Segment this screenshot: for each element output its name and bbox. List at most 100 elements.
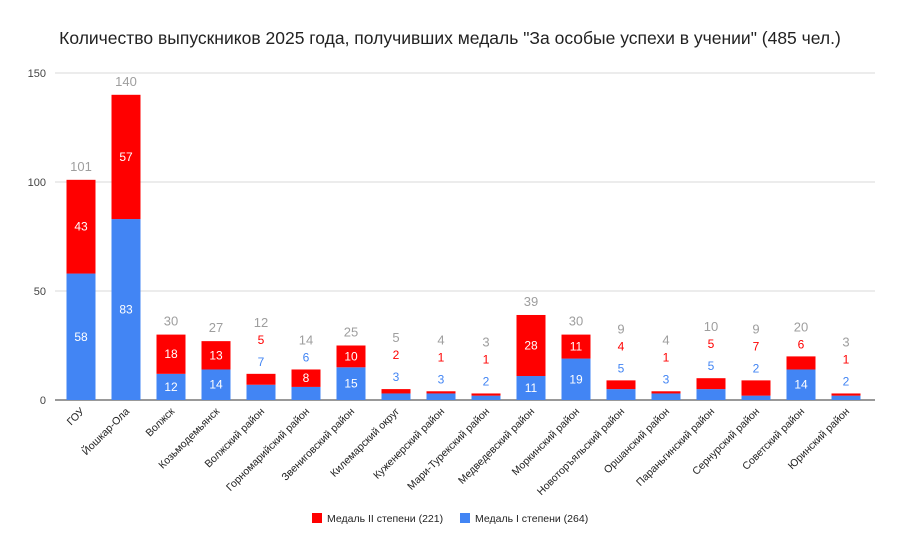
legend-swatch-medal-2 [312,513,322,523]
total-label: 30 [569,314,583,329]
total-label: 4 [662,332,669,347]
category-label: ГОУ [65,405,88,428]
bar-segment-medal-2 [561,334,591,359]
data-label-medal-2: 6 [798,337,805,351]
data-label-medal-2: 1 [483,352,490,366]
data-label-medal-2: 10 [344,349,358,363]
total-label: 5 [392,330,399,345]
data-label-medal-1: 12 [164,380,178,394]
total-label: 12 [254,315,268,330]
total-label: 14 [299,332,313,347]
data-label-medal-1: 5 [708,359,715,373]
category-label: Горномарийский район [224,405,312,493]
bar-segment-medal-1 [336,367,366,400]
y-tick-label: 150 [28,68,46,80]
category-label: Параньгинский район [634,406,717,489]
category-label: Йошкар-Ола [79,405,132,458]
data-label-medal-1: 2 [753,361,760,375]
bar-segment-medal-1 [606,389,636,400]
bar-segment-medal-1 [381,393,411,400]
bar-segment-medal-2 [741,380,771,396]
total-label: 140 [115,74,137,89]
total-label: 9 [752,321,759,336]
data-label-medal-1: 6 [303,350,310,364]
total-label: 25 [344,325,358,340]
legend-swatch-medal-1 [460,513,470,523]
bar-segment-medal-1 [426,393,456,400]
data-label-medal-1: 2 [843,374,850,388]
data-label-medal-2: 4 [618,339,625,353]
bar-segment-medal-2 [201,341,231,370]
data-label-medal-2: 43 [74,220,88,234]
total-label: 27 [209,320,223,335]
data-label-medal-2: 7 [753,339,760,353]
total-label: 9 [617,321,624,336]
category-label: Мари-Турекский район [405,406,492,493]
bar-segment-medal-1 [471,395,501,400]
data-label-medal-2: 1 [843,352,850,366]
category-label: Новоторъяльский район [535,406,627,498]
total-label: 101 [70,159,92,174]
legend-label-medal-2: Медаль II степени (221) [327,513,443,525]
bar-segment-medal-1 [66,273,96,400]
chart-title: Количество выпускников 2025 года, получи… [59,28,841,48]
data-label-medal-2: 57 [119,150,133,164]
data-label-medal-2: 5 [258,333,265,347]
total-label: 4 [437,332,444,347]
bar-segment-medal-2 [606,380,636,390]
category-label: Волжск [143,405,177,439]
data-label-medal-2: 2 [393,348,400,362]
bar-segment-medal-2 [66,179,96,274]
bar-segment-medal-2 [831,393,861,396]
bar-segment-medal-2 [696,378,726,390]
bar-segment-medal-1 [696,389,726,400]
bar-segment-medal-1 [156,373,186,400]
y-tick-label: 50 [34,286,46,298]
data-label-medal-2: 5 [708,337,715,351]
bar-segment-medal-1 [111,219,141,400]
bar-segment-medal-2 [246,373,276,385]
bar-segment-medal-1 [786,369,816,400]
bar-segment-medal-1 [741,395,771,400]
bar-segment-medal-1 [246,384,276,400]
data-label-medal-1: 15 [344,377,358,391]
bar-segment-medal-1 [561,358,591,400]
data-label-medal-1: 11 [525,381,538,395]
bar-segment-medal-2 [426,391,456,394]
data-label-medal-1: 14 [209,378,223,392]
bar-segment-medal-2 [111,94,141,220]
category-label: Медведевский район [456,406,537,487]
data-label-medal-1: 3 [393,370,400,384]
data-label-medal-2: 1 [663,350,670,364]
total-label: 39 [524,294,538,309]
total-label: 3 [482,334,489,349]
data-label-medal-1: 19 [569,372,583,386]
bar-segment-medal-1 [201,369,231,400]
total-label: 20 [794,319,808,334]
data-label-medal-1: 58 [74,330,88,344]
y-tick-label: 0 [40,395,46,407]
data-label-medal-1: 7 [258,355,265,369]
bar-segment-medal-2 [516,314,546,377]
total-label: 10 [704,319,718,334]
bar-segment-medal-1 [831,395,861,400]
data-label-medal-2: 28 [524,339,538,353]
data-label-medal-1: 5 [618,361,625,375]
data-label-medal-1: 3 [663,372,670,386]
bar-segment-medal-2 [336,345,366,368]
data-label-medal-2: 1 [438,350,445,364]
legend-label-medal-1: Медаль I степени (264) [475,513,588,525]
bar-segment-medal-2 [291,369,321,387]
data-label-medal-1: 83 [119,303,133,317]
bar-segment-medal-2 [381,389,411,394]
bar-segment-medal-2 [471,393,501,396]
bar-segment-medal-2 [156,334,186,374]
y-tick-label: 100 [28,177,46,189]
bar-segment-medal-2 [786,356,816,370]
data-label-medal-1: 14 [794,378,808,392]
data-label-medal-2: 8 [303,371,310,385]
bar-segment-medal-1 [651,393,681,400]
data-label-medal-1: 2 [483,374,490,388]
